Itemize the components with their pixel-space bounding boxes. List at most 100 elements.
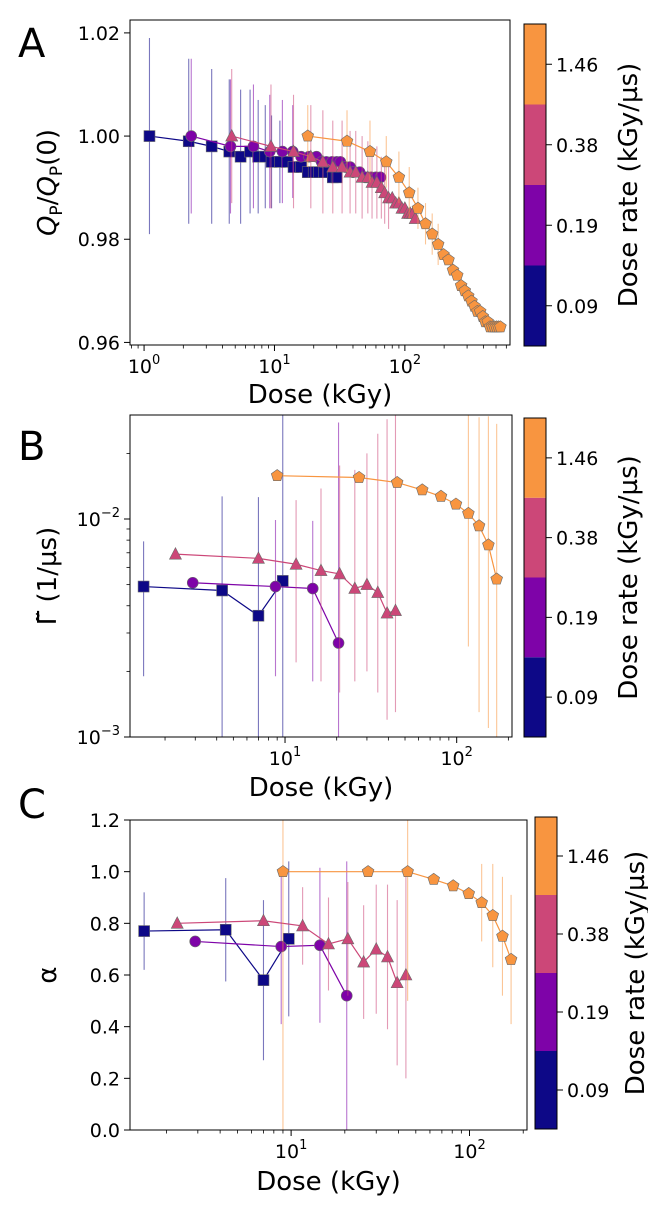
series-line [143,580,284,617]
y-tick-label: 0.8 [90,913,120,935]
data-point [296,918,310,932]
panel-a-letter: A [18,21,46,67]
colorbar-segment [535,817,557,895]
data-point [138,925,150,937]
series-line [144,929,290,982]
data-point [348,581,362,594]
data-point [225,128,239,142]
y-tick-label: 0.98 [78,229,120,251]
axes-frame [129,414,513,738]
series-0_09 [138,861,295,1061]
data-point [504,952,518,965]
colorbar-segment [524,24,546,105]
colorbar-title: Dose rate (kGy/µs) [614,455,644,700]
data-point [340,134,354,147]
data-point [475,896,488,908]
data-point [252,609,265,622]
series-line [282,871,512,960]
data-point [216,584,228,597]
data-point [316,154,330,168]
colorbar-tick-label: 0.19 [567,1002,609,1024]
data-point [371,585,385,598]
data-point [186,576,199,589]
data-point [361,865,375,877]
x-axis-label: Dose (kGy) [256,1167,401,1197]
colorbar-frame [523,23,547,347]
plot-area [138,820,518,1130]
data-point [357,954,371,968]
series-0_38 [170,871,413,1079]
data-point [369,942,383,955]
data-point [392,170,406,183]
y-tick-label: 10−2 [77,506,120,531]
data-point [419,217,432,230]
colorbar-segment [524,577,546,658]
data-point [380,155,393,168]
series-0_19 [186,422,345,737]
data-point [333,566,347,580]
colorbar-tick-label: 0.09 [567,1080,609,1102]
colorbar-tick-label: 0.09 [556,687,598,709]
data-point [264,139,278,152]
panel-b-letter: B [18,424,45,470]
data-point [189,935,202,948]
colorbar-segment [524,497,546,578]
data-point [314,563,328,576]
data-point [275,940,288,953]
data-point [335,159,349,173]
data-point [449,497,463,510]
data-point [446,879,460,892]
colorbar-segment [524,104,546,185]
data-point [399,967,413,981]
colorbar-segment [524,657,546,737]
data-point [462,887,475,899]
data-point [482,538,495,551]
colorbar-tick-label: 1.46 [556,54,598,76]
y-tick-label: 1.0 [90,862,120,884]
data-point [490,572,503,585]
y-tick-label: 0.6 [90,965,120,987]
data-point [219,923,232,936]
colorbar-tick-label: 0.19 [556,607,598,629]
data-point [450,268,464,281]
data-point [251,551,265,564]
data-point [276,865,290,877]
colorbar-tick-label: 1.46 [556,448,598,470]
data-point [415,483,429,496]
x-tick-label: 102 [389,353,421,378]
data-point [496,929,509,942]
plot-area [143,38,507,333]
data-point [402,186,416,199]
data-point [341,931,355,945]
y-tick-label: 0.0 [90,1120,120,1142]
data-point [390,475,404,488]
panel-a: A 100 101 102 0.96 0.98 1.00 1.02 Dose (kGy) QP/… [18,19,644,410]
y-axis-label: QP/QP(0) [33,129,67,236]
x-axis-label: Dose (kGy) [249,773,394,803]
x-tick-label: 102 [440,745,472,770]
data-point [340,989,353,1002]
colorbar-frame [523,417,547,738]
data-point [427,872,440,885]
colorbar-segment [535,895,557,973]
y-tick-label: 0.2 [90,1068,120,1090]
series-1_46 [301,105,507,333]
series-0_09 [137,415,289,737]
panel-c: C 101 102 0.0 0.2 0.4 0.6 0.8 1.0 1.2 Dose (kGy) α… [18,782,648,1197]
series-0_38 [168,415,402,720]
series-1_46 [270,415,503,737]
colorbar-title: Dose rate (kGy/µs) [621,851,648,1096]
data-point [363,144,377,157]
series-line [192,582,340,644]
data-point [349,165,363,178]
series-line [175,553,396,614]
series-line [277,475,498,580]
series-0_19 [189,861,353,1130]
y-tick-label: 1.00 [78,126,120,148]
series-line [195,940,348,996]
data-point [185,130,198,142]
data-point [289,557,303,570]
data-point [287,144,301,157]
data-point [256,913,270,927]
x-tick-label: 101 [275,1138,307,1163]
